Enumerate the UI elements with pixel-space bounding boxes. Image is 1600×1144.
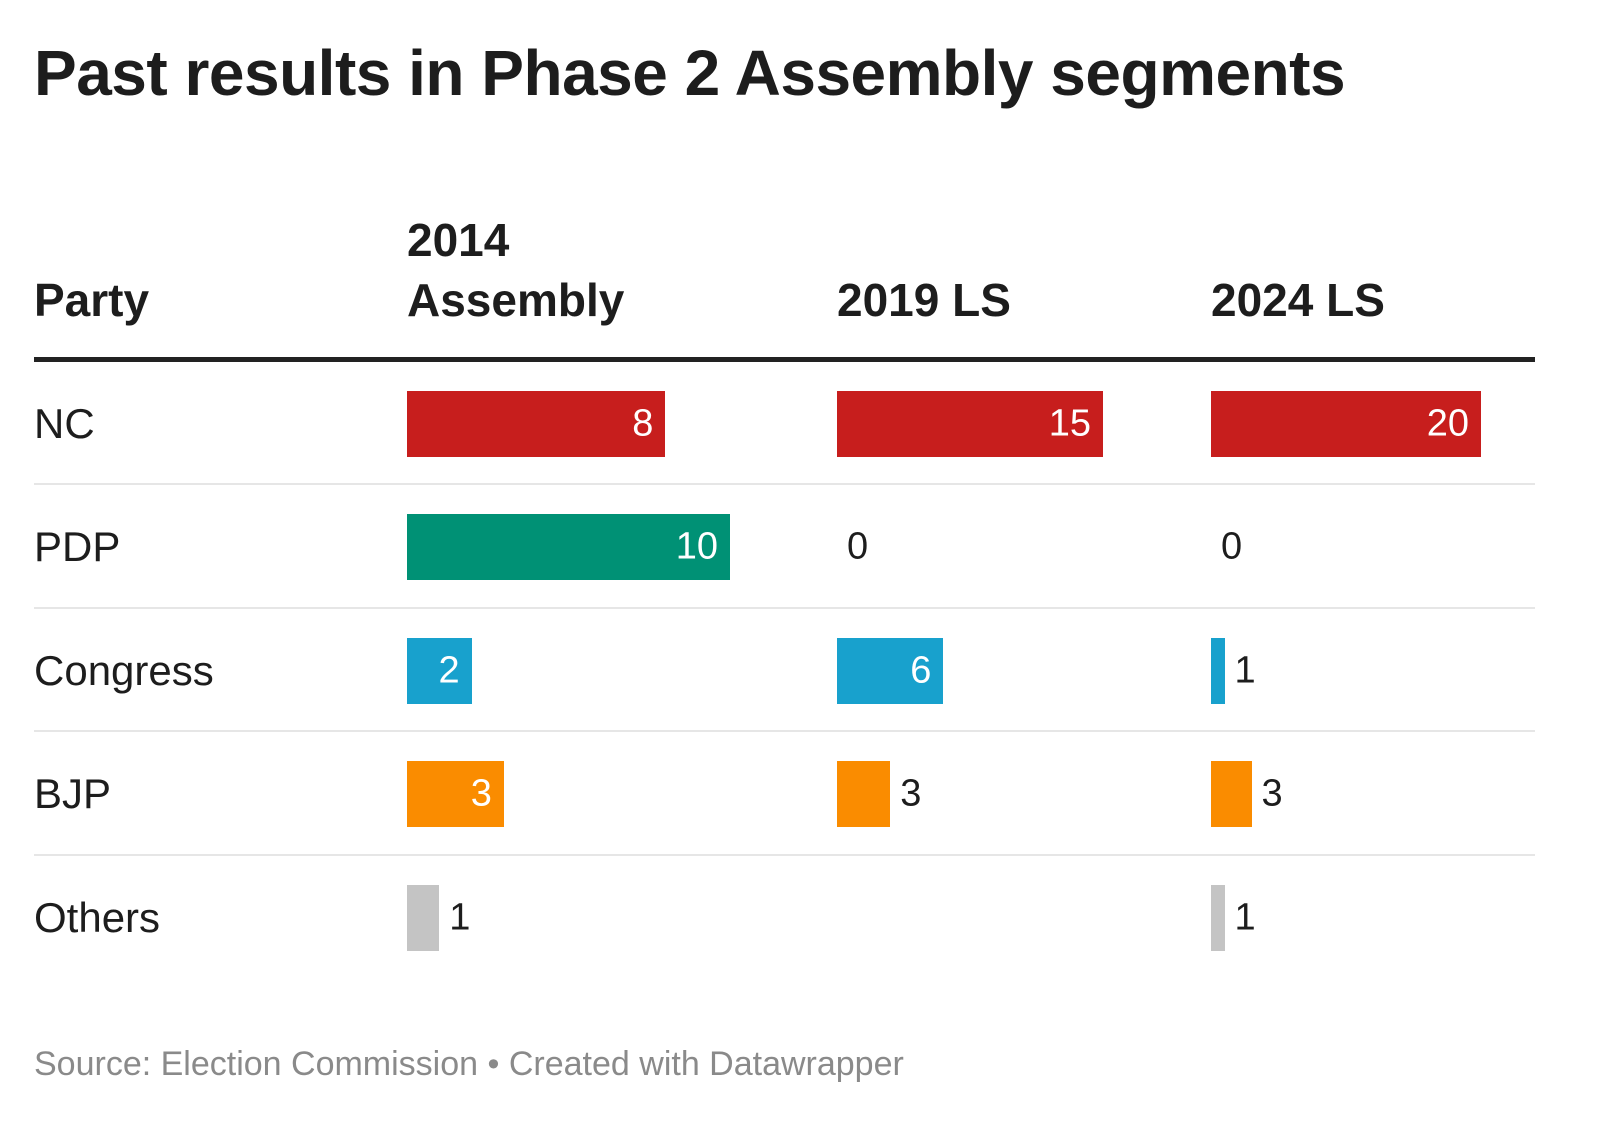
column-header-2019: 2019 LS xyxy=(837,270,1011,330)
party-label: BJP xyxy=(34,770,112,817)
header-text: 2014 xyxy=(407,214,510,266)
column-header-2024: 2024 LS xyxy=(1211,270,1385,330)
bar xyxy=(837,761,891,827)
value-label: 1 xyxy=(449,896,471,938)
table-row: Congress 2 6 1 xyxy=(0,609,1600,732)
value-label: 3 xyxy=(1261,772,1283,815)
value-label: 8 xyxy=(632,402,654,444)
bar xyxy=(837,390,1103,457)
chart-title: Past results in Phase 2 Assembly segment… xyxy=(34,37,1346,109)
party-label: Others xyxy=(34,893,161,941)
header-text: 2024 LS xyxy=(1211,274,1385,326)
value-label: 2 xyxy=(438,649,460,691)
party-label: PDP xyxy=(34,523,121,570)
header-text: Assembly xyxy=(407,274,625,326)
value-label: 3 xyxy=(470,772,492,815)
value-label: 0 xyxy=(1221,525,1243,568)
bar xyxy=(1211,761,1252,827)
value-label: 6 xyxy=(910,649,932,691)
bar xyxy=(407,637,472,704)
party-label: NC xyxy=(34,399,95,447)
value-label: 10 xyxy=(675,525,718,568)
value-label: 1 xyxy=(1234,896,1256,938)
bar xyxy=(837,637,944,704)
value-label: 15 xyxy=(1048,402,1091,444)
header-divider xyxy=(34,357,1535,362)
table-row: Others 1 1 xyxy=(0,856,1600,979)
header-text: 2019 LS xyxy=(837,274,1011,326)
value-label: 20 xyxy=(1426,402,1469,444)
party-label: Congress xyxy=(34,646,214,694)
value-label: 1 xyxy=(1234,649,1256,691)
header-text: Party xyxy=(34,274,150,326)
bar xyxy=(1211,390,1481,457)
footer-source: Source: Election Commission • Created wi… xyxy=(34,1045,904,1083)
bar xyxy=(407,884,440,951)
row-divider xyxy=(34,853,1535,856)
column-header-2014: 2014 Assembly xyxy=(407,210,624,330)
table-row: BJP 3 3 3 xyxy=(0,733,1600,856)
column-header-party: Party xyxy=(34,270,149,330)
row-divider xyxy=(34,730,1535,732)
bar xyxy=(407,514,730,580)
table-row: NC 8 15 20 xyxy=(0,362,1600,485)
bar xyxy=(407,761,504,827)
value-label: 3 xyxy=(900,772,922,815)
bar xyxy=(1211,637,1225,704)
bar xyxy=(1211,884,1225,951)
value-label: 0 xyxy=(847,525,869,568)
bar xyxy=(407,390,666,457)
table-row: PDP 10 0 0 xyxy=(0,486,1600,609)
row-divider xyxy=(34,483,1535,485)
row-divider xyxy=(34,606,1535,609)
